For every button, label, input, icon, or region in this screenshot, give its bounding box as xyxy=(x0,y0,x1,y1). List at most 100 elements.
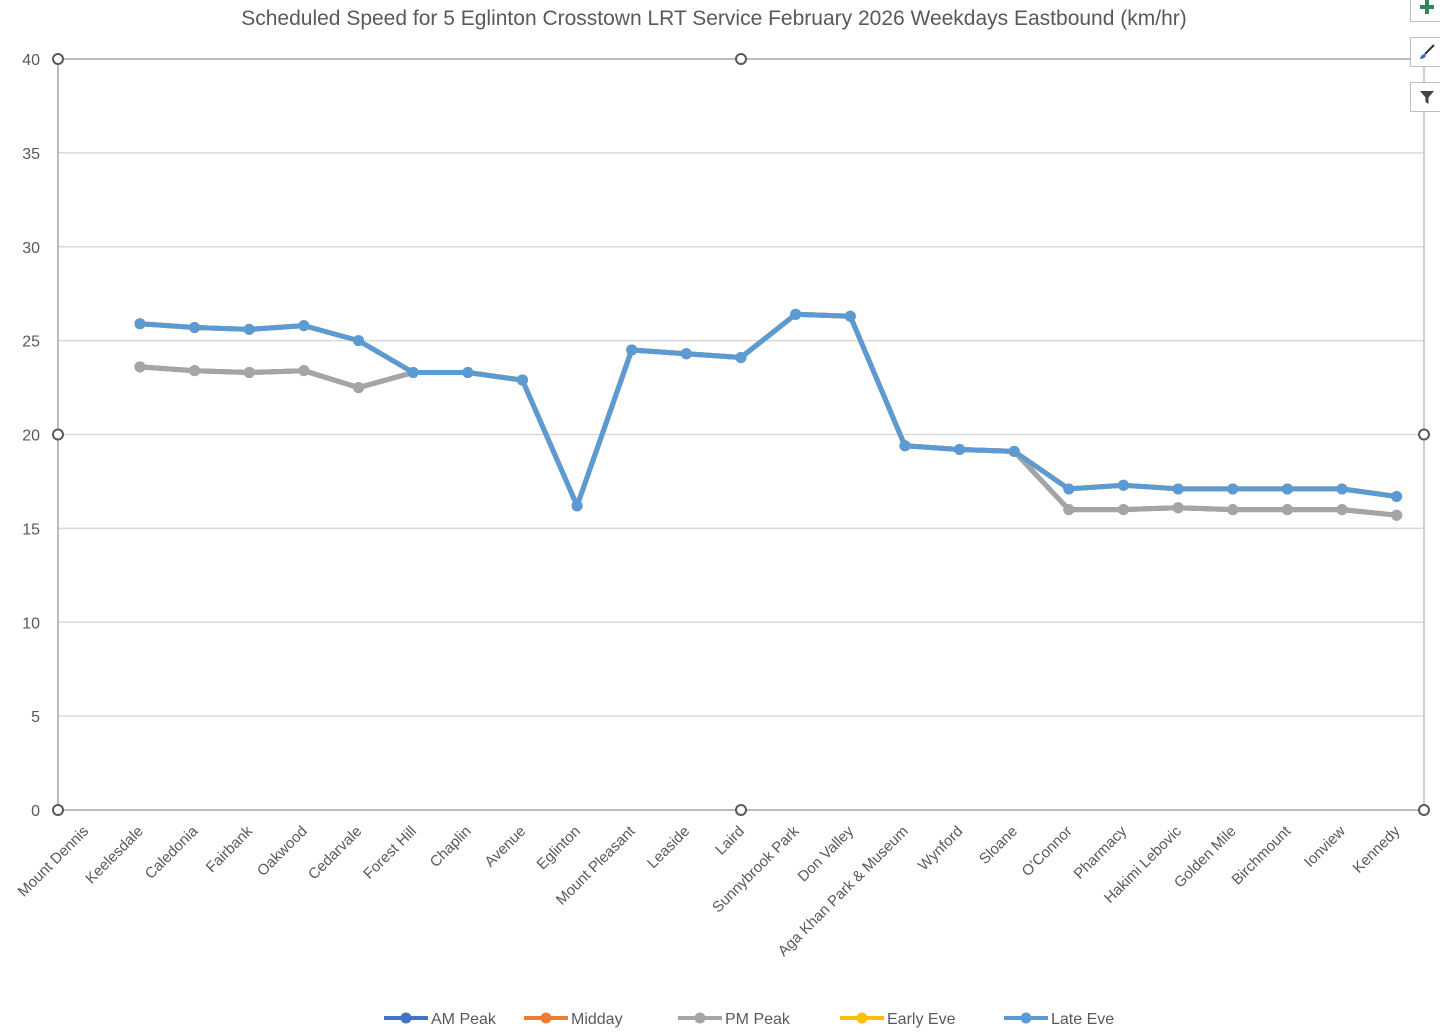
data-point[interactable] xyxy=(189,365,201,377)
data-point[interactable] xyxy=(1063,483,1075,495)
legend-label: Early Eve xyxy=(887,1011,956,1028)
x-tick-label: Oakwood xyxy=(254,823,311,880)
legend-label: Midday xyxy=(571,1011,623,1028)
x-tick-label: Keelesdale xyxy=(82,823,147,888)
data-point[interactable] xyxy=(462,367,474,379)
x-tick-label: Mount Dennis xyxy=(15,823,92,900)
series-line xyxy=(137,311,1400,509)
resize-handle[interactable] xyxy=(735,804,747,816)
data-point[interactable] xyxy=(1336,504,1348,516)
series-group xyxy=(134,308,1403,521)
legend-item-early-eve[interactable]: Early Eve xyxy=(840,1011,956,1028)
y-tick-label: 25 xyxy=(22,334,40,351)
plus-icon xyxy=(1420,0,1434,14)
data-point[interactable] xyxy=(1117,504,1129,516)
x-tick-label: Wynford xyxy=(915,823,966,874)
x-tick-label: O'Connor xyxy=(1019,823,1076,880)
data-point[interactable] xyxy=(298,320,310,332)
data-point[interactable] xyxy=(134,318,146,330)
data-point[interactable] xyxy=(954,444,966,456)
resize-handle[interactable] xyxy=(735,53,747,65)
data-point[interactable] xyxy=(189,321,201,333)
data-point[interactable] xyxy=(353,382,365,394)
series-early-eve xyxy=(134,308,1403,512)
resize-handle[interactable] xyxy=(1418,804,1430,816)
selection-handles[interactable] xyxy=(52,53,1430,816)
x-tick-label: Ionview xyxy=(1301,823,1349,871)
data-point[interactable] xyxy=(1391,490,1403,502)
series-line xyxy=(137,311,1400,518)
data-point[interactable] xyxy=(1336,483,1348,495)
legend-marker xyxy=(1020,1012,1032,1024)
legend-marker xyxy=(540,1012,552,1024)
series-line xyxy=(137,311,1400,509)
data-point[interactable] xyxy=(899,440,911,452)
resize-handle[interactable] xyxy=(1418,428,1430,441)
x-tick-label: Leaside xyxy=(644,823,693,872)
data-point[interactable] xyxy=(353,335,365,347)
data-point[interactable] xyxy=(1172,483,1184,495)
x-tick-label: Kennedy xyxy=(1350,822,1404,876)
y-axis-ticks: 0 5 10 15 20 25 30 35 40 xyxy=(22,52,40,820)
data-point[interactable] xyxy=(1391,509,1403,521)
data-point[interactable] xyxy=(1172,502,1184,514)
data-point[interactable] xyxy=(571,500,583,512)
resize-handle[interactable] xyxy=(52,53,64,65)
data-point[interactable] xyxy=(680,348,692,360)
data-point[interactable] xyxy=(1008,445,1020,457)
x-tick-label: Cedarvale xyxy=(305,823,365,883)
y-tick-label: 35 xyxy=(22,146,40,163)
resize-handle[interactable] xyxy=(52,428,64,441)
data-point[interactable] xyxy=(844,310,856,322)
legend[interactable]: AM Peak Midday PM Peak Early Eve Late Eve xyxy=(384,1011,1114,1028)
data-point[interactable] xyxy=(1281,504,1293,516)
legend-item-am-peak[interactable]: AM Peak xyxy=(384,1011,497,1028)
y-tick-label: 5 xyxy=(31,709,40,726)
x-tick-label: Avenue xyxy=(481,823,529,871)
data-point[interactable] xyxy=(1227,483,1239,495)
legend-label: Late Eve xyxy=(1051,1011,1114,1028)
legend-item-late-eve[interactable]: Late Eve xyxy=(1004,1011,1114,1028)
data-point[interactable] xyxy=(626,344,638,356)
y-tick-label: 40 xyxy=(22,52,40,69)
data-point[interactable] xyxy=(407,367,419,379)
data-point[interactable] xyxy=(516,374,528,386)
data-point[interactable] xyxy=(1117,479,1129,491)
chart-filters-button[interactable] xyxy=(1410,82,1440,112)
brush-icon xyxy=(1420,44,1435,59)
add-chart-element-button[interactable] xyxy=(1410,0,1440,22)
series-line xyxy=(137,311,1400,509)
data-point[interactable] xyxy=(1063,504,1075,516)
funnel-icon xyxy=(1420,91,1434,104)
data-point[interactable] xyxy=(735,352,747,364)
x-tick-label: Fairbank xyxy=(203,822,257,876)
x-tick-label: Birchmount xyxy=(1229,822,1295,888)
gridlines xyxy=(58,58,1424,811)
data-point[interactable] xyxy=(243,367,255,379)
legend-marker xyxy=(856,1012,868,1024)
data-point[interactable] xyxy=(790,308,802,320)
legend-marker xyxy=(400,1012,412,1024)
x-tick-label: Caledonia xyxy=(142,822,202,882)
y-tick-label: 30 xyxy=(22,240,40,257)
chart-styles-button[interactable] xyxy=(1410,37,1440,67)
data-point[interactable] xyxy=(134,361,146,373)
x-tick-label: Eglinton xyxy=(534,823,584,873)
y-tick-label: 15 xyxy=(22,521,40,538)
legend-item-pm-peak[interactable]: PM Peak xyxy=(678,1011,791,1028)
data-point[interactable] xyxy=(1227,504,1239,516)
x-tick-label: Laird xyxy=(712,823,748,859)
data-point[interactable] xyxy=(298,365,310,377)
legend-label: AM Peak xyxy=(431,1011,497,1028)
series-late-eve xyxy=(134,308,1403,512)
legend-item-midday[interactable]: Midday xyxy=(524,1011,623,1028)
series-midday xyxy=(134,308,1403,512)
y-tick-label: 20 xyxy=(22,428,40,445)
y-tick-label: 10 xyxy=(22,615,40,632)
x-tick-label: Chaplin xyxy=(427,823,475,871)
resize-handle[interactable] xyxy=(52,804,64,816)
data-point[interactable] xyxy=(1281,483,1293,495)
data-point[interactable] xyxy=(243,323,255,335)
